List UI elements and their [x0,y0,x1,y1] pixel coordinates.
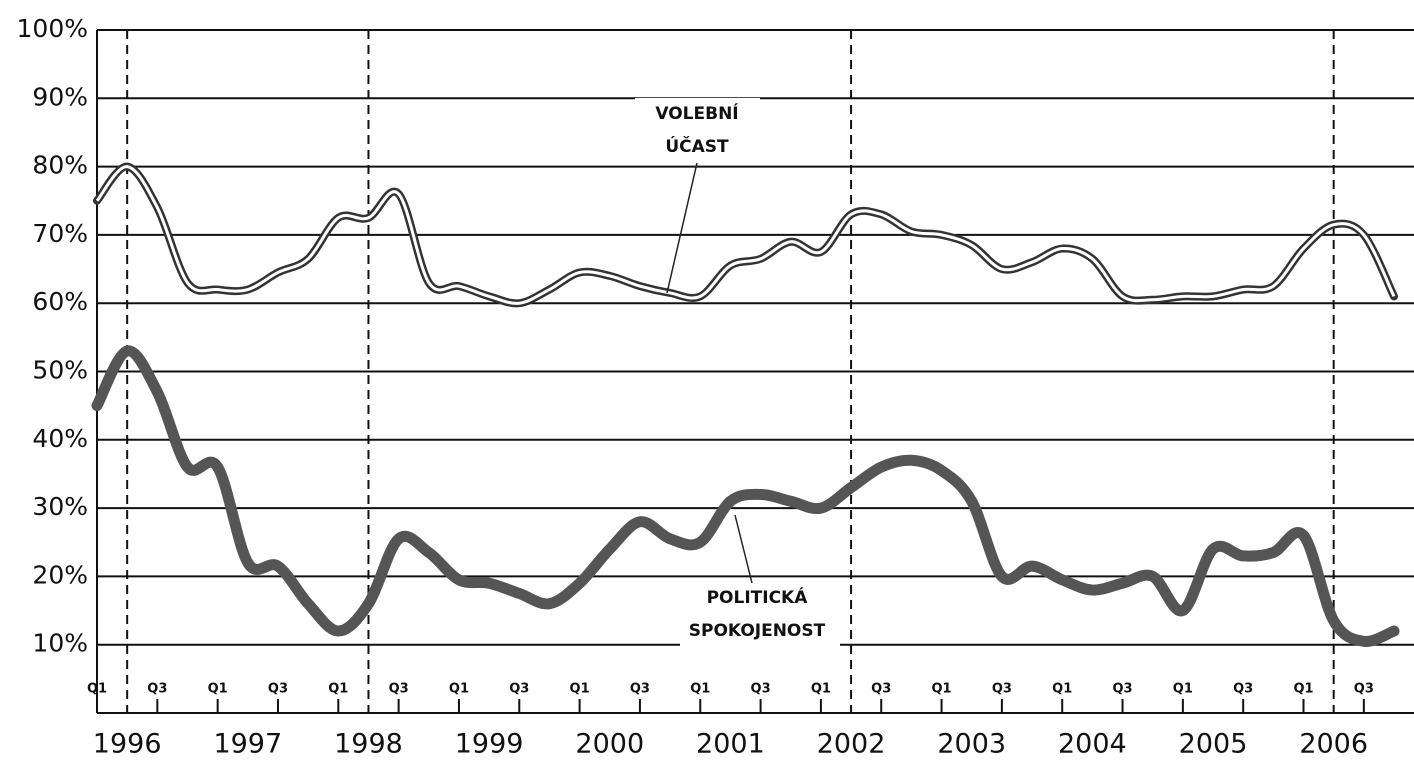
y-tick-label: 90% [32,82,88,111]
x-tick-label: Q3 [389,682,409,697]
year-label: 2001 [696,729,765,760]
y-tick-label: 70% [32,219,88,248]
x-tick-label: Q3 [630,682,650,697]
x-tick-label: Q1 [690,682,710,697]
label-bg [680,582,840,648]
series-label: VOLEBNÍ ÚČAST [655,102,738,157]
x-tick-label: Q3 [147,682,167,697]
year-label: 2003 [937,729,1006,760]
year-label: 1998 [334,729,403,760]
x-tick-label: Q1 [811,682,831,697]
year-label: 2000 [575,729,644,760]
x-tick-label: Q1 [932,682,952,697]
y-tick-label: 80% [32,151,88,180]
x-tick-label: Q3 [1233,682,1253,697]
leader-line [666,162,698,294]
x-tick-label: Q3 [509,682,529,697]
x-tick-label: Q3 [992,682,1012,697]
series-label: POLITICKÁ SPOKOJENOST [689,586,826,641]
x-tick-label: Q1 [328,682,348,697]
x-tick-label: Q3 [268,682,288,697]
x-tick-label: Q1 [449,682,469,697]
x-tick-label: Q1 [1173,682,1193,697]
year-label: 2002 [817,729,886,760]
label-bg [635,98,760,164]
year-label: 1997 [213,729,282,760]
y-tick-label: 20% [32,560,88,589]
x-tick-label: Q1 [87,682,107,697]
year-label: 1999 [455,729,524,760]
year-label: 1996 [93,729,162,760]
y-tick-label: 30% [32,492,88,521]
x-tick-label: Q3 [871,682,891,697]
series-line-inner [95,165,1396,305]
x-tick-label: Q1 [1052,682,1072,697]
y-tick-label: 50% [32,356,88,385]
year-label: 2004 [1058,729,1127,760]
series-line [91,345,1400,647]
y-tick-label: 40% [32,424,88,453]
x-tick-label: Q1 [570,682,590,697]
x-tick-label: Q3 [1112,682,1132,697]
year-label: 2006 [1299,729,1368,760]
x-tick-label: Q1 [1293,682,1313,697]
year-label: 2005 [1179,729,1248,760]
y-tick-label: 60% [32,287,88,316]
x-tick-label: Q3 [1354,682,1374,697]
x-tick-label: Q3 [751,682,771,697]
y-tick-label: 10% [32,629,88,658]
y-tick-label: 100% [17,14,88,43]
x-tick-label: Q1 [208,682,228,697]
leader-line [734,514,753,584]
